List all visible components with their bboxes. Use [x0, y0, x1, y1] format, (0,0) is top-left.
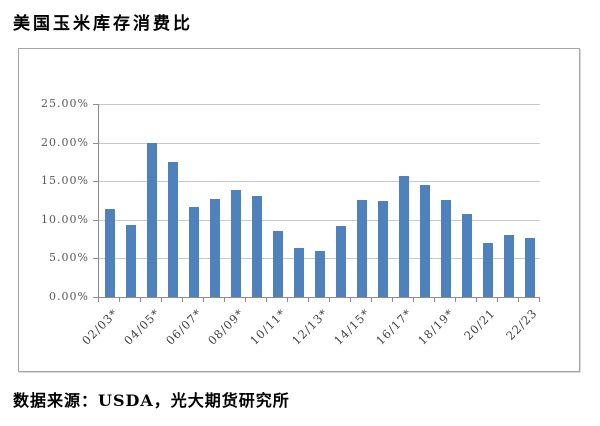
bar — [377, 200, 388, 297]
x-axis-tick — [434, 298, 435, 302]
y-axis-tick-label: 20.00% — [41, 135, 89, 149]
x-axis-tick — [203, 298, 204, 302]
plot-area — [98, 104, 540, 298]
bar — [251, 195, 262, 297]
x-axis-tick-label: 08/09* — [204, 306, 247, 348]
y-axis-tick-label: 25.00% — [41, 97, 89, 110]
gridline — [99, 181, 540, 183]
bar — [188, 207, 199, 297]
x-axis-tick-label: 06/07* — [162, 306, 205, 348]
bar — [524, 237, 535, 297]
x-axis-tick-label: 04/05* — [120, 306, 163, 348]
bar — [104, 209, 115, 297]
bar — [293, 248, 304, 297]
bar — [209, 198, 220, 297]
bar — [272, 230, 283, 297]
x-axis-tick-label: 22/23 — [503, 306, 541, 343]
bar — [356, 199, 367, 297]
x-axis-tick — [539, 298, 540, 302]
bar — [125, 225, 136, 297]
bar — [146, 143, 157, 297]
x-axis-tick — [224, 298, 225, 302]
bar — [335, 225, 346, 297]
y-axis-tick — [93, 219, 98, 221]
gridline — [99, 104, 540, 105]
x-axis-tick — [119, 298, 120, 302]
x-axis-tick — [329, 298, 330, 302]
x-axis-tick — [308, 298, 309, 302]
y-axis-tick-label: 0.00% — [49, 290, 89, 303]
bar — [230, 189, 241, 297]
bar — [482, 242, 493, 297]
bar — [398, 175, 409, 297]
gridline — [99, 219, 540, 221]
y-axis-tick — [93, 104, 98, 105]
x-axis-tick — [245, 298, 246, 302]
x-axis-tick-label: 16/17* — [372, 306, 415, 348]
x-axis-tick — [140, 298, 141, 302]
y-axis-tick-label: 15.00% — [41, 174, 89, 188]
x-axis-tick — [266, 298, 267, 302]
x-axis-tick — [518, 298, 519, 302]
x-axis-tick — [455, 298, 456, 302]
gridline — [99, 142, 540, 144]
x-axis-tick — [287, 298, 288, 302]
y-axis-tick-label: 10.00% — [41, 212, 89, 226]
bar — [440, 199, 451, 297]
bar — [461, 214, 472, 297]
x-axis-tick-label: 14/15* — [330, 306, 373, 348]
x-axis-tick — [476, 298, 477, 302]
y-axis-tick — [93, 297, 98, 298]
x-axis-tick — [497, 298, 498, 302]
x-axis-tick — [392, 298, 393, 302]
bar — [503, 235, 514, 297]
x-axis-tick — [350, 298, 351, 302]
y-axis-tick — [93, 181, 98, 183]
x-axis-tick — [413, 298, 414, 302]
x-axis-tick — [161, 298, 162, 302]
x-axis-tick — [98, 298, 99, 302]
x-axis-tick-label: 18/19* — [414, 306, 457, 348]
source-note: 数据来源：USDA，光大期货研究所 — [13, 391, 290, 410]
bar — [167, 161, 178, 297]
x-axis-tick-label: 12/13* — [288, 306, 331, 348]
bar — [314, 251, 325, 297]
bar — [419, 185, 430, 297]
y-axis-tick-label: 5.00% — [49, 251, 89, 265]
x-axis-tick-label: 20/21 — [461, 306, 499, 343]
x-axis-tick-label: 10/11* — [246, 306, 289, 348]
y-axis-tick — [93, 258, 98, 260]
x-axis-tick — [371, 298, 372, 302]
x-axis-tick-label: 02/03* — [78, 306, 121, 348]
x-axis-tick — [182, 298, 183, 302]
y-axis-tick — [93, 142, 98, 144]
page-title: 美国玉米库存消费比 — [13, 14, 193, 34]
chart-frame: 0.00% 5.00% 10.00% 15.00% 20.00% 25.00% 02/03… — [18, 48, 580, 372]
